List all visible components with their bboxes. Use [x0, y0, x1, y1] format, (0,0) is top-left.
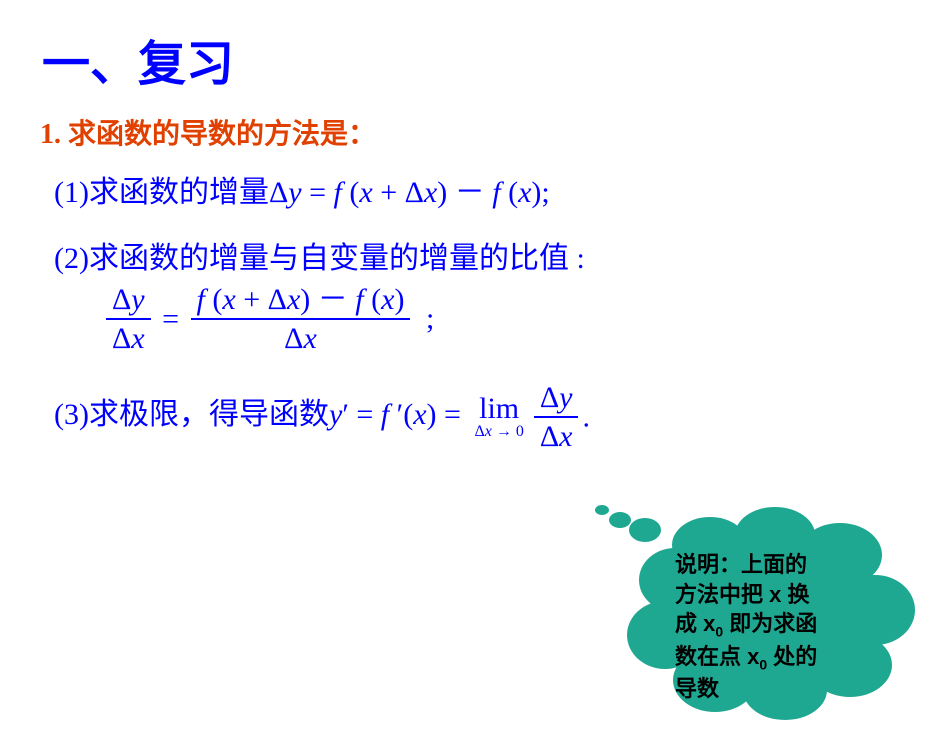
eq-sign: = — [302, 176, 334, 209]
cloud-line2a: 方法中把 — [675, 582, 769, 607]
section-title: 一、复习 — [42, 24, 910, 94]
paren: ( — [501, 176, 519, 209]
cloud-line1: 说明：上面的 — [675, 552, 807, 577]
eq-sign: = — [162, 302, 186, 335]
cloud-x0: x0 — [747, 644, 767, 669]
step3-prefix: (3)求极限，得导函数 — [54, 398, 329, 431]
step-1: (1)求函数的增量Δy = f (x + Δx) － f (x); — [54, 174, 910, 212]
fraction-diff-quotient: f (x + Δx) － f (x) Δx — [191, 283, 411, 355]
prime-eq: ′ = — [342, 398, 380, 431]
after-eq: ) = — [427, 398, 469, 431]
delta-x: Δx — [112, 322, 145, 355]
var-x: x — [359, 176, 372, 209]
callout-cloud: 说明：上面的 方法中把 x 换 成 x0 即为求函 数在点 x0 处的 导数 — [590, 500, 940, 740]
cloud-x: x — [769, 582, 781, 607]
var-x: x — [413, 398, 426, 431]
cloud-text: 说明：上面的 方法中把 x 换 成 x0 即为求函 数在点 x0 处的 导数 — [675, 550, 865, 704]
plus: + — [373, 176, 405, 209]
var-x: x — [518, 176, 531, 209]
var-y: y — [329, 398, 342, 431]
limit: lim Δx → 0 — [474, 394, 523, 440]
paren: ( — [342, 176, 360, 209]
cloud-line2c: 换 — [781, 582, 809, 607]
subsection-title: 1. 求函数的导数的方法是： — [40, 112, 910, 152]
cloud-line4c: 处的 — [767, 644, 817, 669]
fraction-dy-dx: Δy Δx — [106, 283, 151, 355]
step1-prefix: (1)求函数的增量 — [54, 176, 269, 209]
cloud-line3c: 即为求函 — [723, 611, 817, 636]
fraction-lim: Δy Δx — [534, 381, 579, 453]
func-f: f — [381, 398, 389, 431]
var-x: x — [424, 176, 437, 209]
lim-text: lim — [474, 394, 523, 424]
lim-sub: Δx → 0 — [474, 424, 523, 440]
period: . — [582, 400, 590, 433]
minus: ) － — [437, 176, 492, 209]
delta: Δ — [269, 176, 288, 209]
func-f: f — [492, 176, 500, 209]
step-2-equation: Δy Δx = f (x + Δx) － f (x) Δx ; — [102, 283, 910, 355]
cloud-line5: 导数 — [675, 676, 719, 701]
var-y: y — [288, 176, 301, 209]
semicolon: ; — [426, 302, 434, 335]
step-2-text: (2)求函数的增量与自变量的增量的比值 : — [54, 240, 910, 278]
step-3: (3)求极限，得导函数y′ = f ′(x) = lim Δx → 0 Δy Δ… — [54, 381, 910, 453]
delta-y: Δy — [112, 283, 145, 316]
end: ); — [531, 176, 549, 209]
cloud-line3a: 成 — [675, 611, 703, 636]
delta: Δ — [405, 176, 424, 209]
func-f: f — [334, 176, 342, 209]
cloud-x0: x0 — [703, 611, 723, 636]
prime-paren: ′( — [389, 398, 413, 431]
cloud-line4a: 数在点 — [675, 644, 747, 669]
